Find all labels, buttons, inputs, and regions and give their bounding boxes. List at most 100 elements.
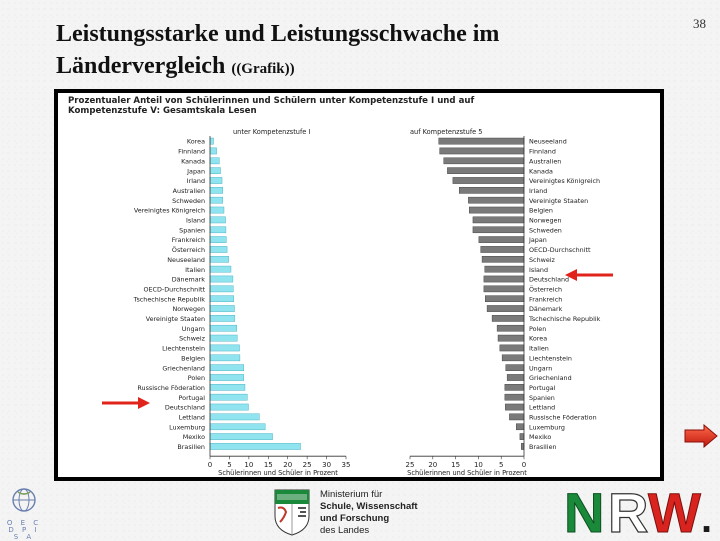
right-category-label: Island [529,266,548,274]
right-bar [439,147,525,155]
left-category-label: Korea [187,138,205,146]
left-bar [209,364,245,371]
right-bar [504,393,525,401]
chart-heading: Prozentualer Anteil von Schülerinnen und… [68,96,628,116]
left-category-label: Island [186,217,205,225]
left-category-label: Spanien [179,226,205,234]
right-bar [501,354,525,362]
left-bar [209,167,221,174]
ministry-line-3: und Forschung [320,513,390,524]
right-bar [480,246,525,253]
left-bar [209,443,301,450]
left-category-label: Ungarn [182,325,205,333]
right-bar [472,216,525,224]
right-bar [447,167,525,174]
left-bar [209,177,223,184]
left-bar [209,137,214,145]
left-bar [209,354,241,362]
right-bar [483,275,525,283]
left-category-label: Deutschland [165,404,205,412]
right-category-label: Vereinigte Staaten [529,197,588,205]
nrw-logo: N R W . [564,482,713,538]
right-category-label: Polen [529,325,546,333]
right-category-label: Japan [528,236,547,244]
right-category-label: Tschechische Republik [528,315,601,323]
right-category-label: Luxemburg [529,423,565,431]
left-panel-title: unter Kompetenzstufe I [233,128,310,136]
left-bar [209,384,246,391]
right-category-label: Irland [529,187,547,195]
left-tick-label: 25 [303,461,312,469]
right-bar [481,255,525,263]
left-category-label: Belgien [181,354,205,362]
left-category-label: Neuseeland [167,256,205,264]
left-category-label: Portugal [179,394,206,402]
right-bar [506,374,525,381]
right-bar [469,206,525,214]
ministry-text: Ministerium für Schule, Wissenschaft und… [320,489,470,537]
right-category-label: Frankreich [529,295,562,303]
left-category-label: Irland [187,177,205,185]
left-bar [209,305,235,312]
left-bar [209,324,238,332]
right-bar [484,265,525,273]
right-bar [478,236,525,243]
right-bar [505,364,525,371]
left-category-label: Finnland [178,148,205,156]
right-bar [483,285,525,293]
right-category-label: Griechenland [529,374,572,382]
left-bar [209,275,234,283]
nrw-dot: . [701,497,712,538]
right-category-label: Vereinigtes Königreich [529,177,600,185]
right-category-label: Australien [529,157,561,165]
left-bar [209,246,228,253]
chart-title-line-1: Prozentualer Anteil von Schülerinnen und… [68,96,475,106]
left-bar [209,196,224,204]
right-category-label: Liechtenstein [529,354,572,362]
right-category-label: Schweden [529,226,562,234]
right-category-label: Mexiko [529,433,551,441]
left-category-label: Polen [188,374,205,382]
left-bar [209,236,227,243]
chart-frame: Prozentualer Anteil von Schülerinnen und… [54,89,664,481]
left-bar [209,147,217,155]
right-tick-label: 10 [474,461,483,469]
left-bar [209,423,266,431]
left-bar [209,413,260,421]
left-category-label: Schweiz [179,335,206,343]
right-tick-label: 15 [451,461,460,469]
right-bar [459,187,525,194]
left-tick-label: 15 [264,461,273,469]
right-bar [509,413,525,421]
red-arrow-left-icon [565,269,613,281]
ministry-line-4: des Landes [320,525,370,536]
left-category-label: Japan [186,167,205,175]
left-category-label: Frankreich [172,236,205,244]
left-bar [209,433,273,440]
right-bar [516,423,525,431]
right-tick-label: 0 [522,461,526,469]
chart-title-line-2: Kompetenzstufe V: Gesamtskala Lesen [68,106,257,116]
next-slide-arrow-icon[interactable] [684,424,718,448]
left-category-label: Australien [173,187,205,195]
right-bar [496,324,525,332]
right-category-label: OECD-Durchschnitt [529,246,591,254]
title-line-1: Leistungsstarke und Leistungsschwache im [56,21,500,47]
slide-title: Leistungsstarke und Leistungsschwache im… [56,18,616,85]
left-axis-label: Schülerinnen und Schüler in Prozent [218,469,338,477]
right-bar [486,305,525,312]
left-category-label: Brasilien [177,443,205,451]
left-category-label: Vereinigtes Königreich [134,207,205,215]
right-category-label: Brasilien [529,443,557,451]
right-bar [485,295,525,303]
left-category-label: Tschechische Republik [133,295,206,303]
left-bar [209,226,227,234]
right-axis-label: Schülerinnen und Schüler in Prozent [407,469,527,477]
right-category-label: Norwegen [529,217,562,225]
left-tick-label: 30 [322,461,331,469]
right-bar [505,403,525,411]
nrw-crest-icon [274,489,310,536]
ministry-line-1: Ministerium für [320,489,383,500]
right-category-label: Dänemark [529,305,563,313]
ministry-line-2: Schule, Wissenschaft [320,501,418,512]
